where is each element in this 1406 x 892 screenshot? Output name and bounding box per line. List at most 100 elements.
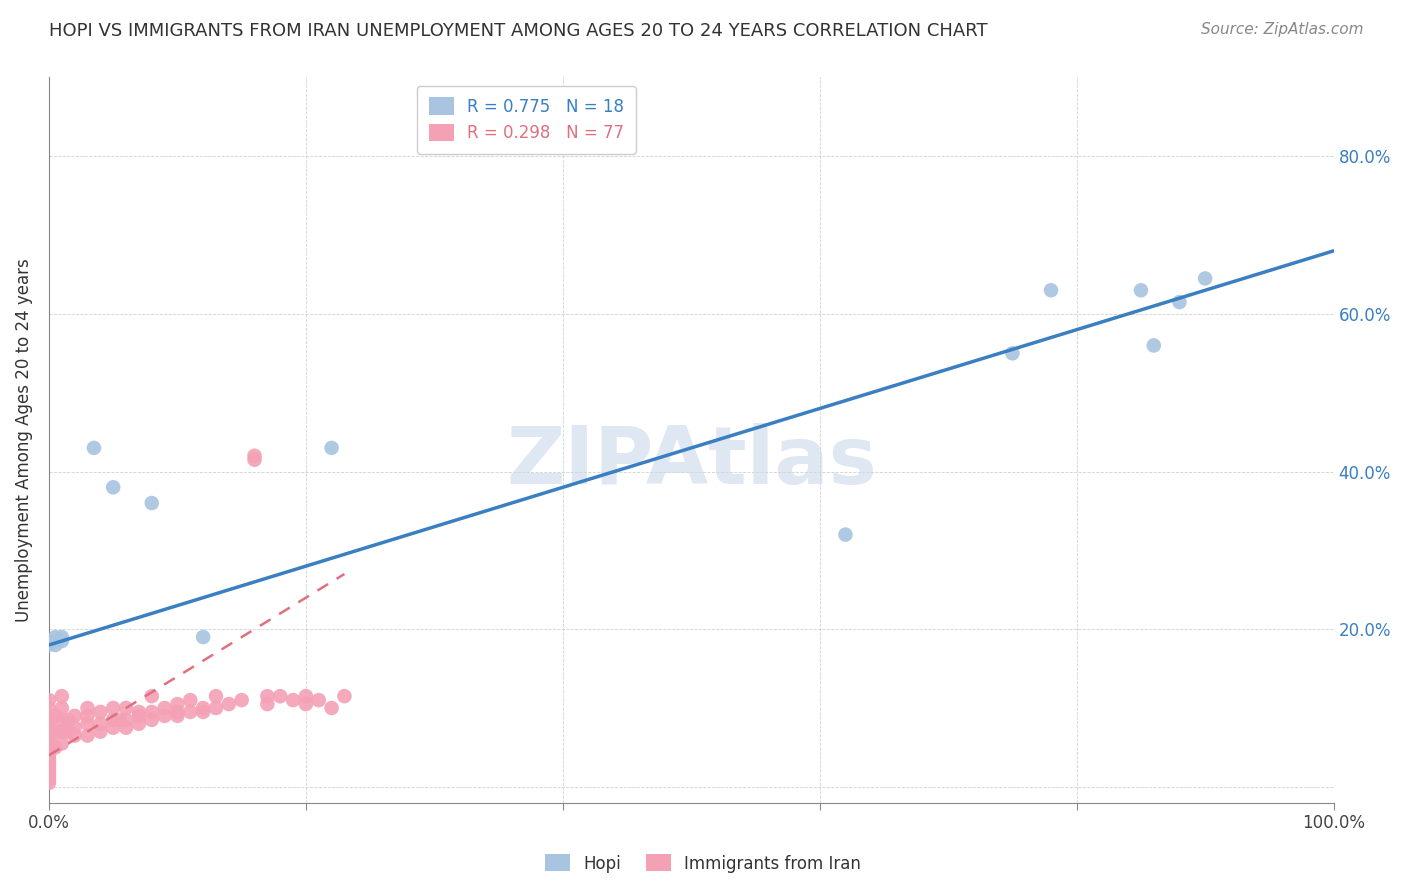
Point [108,713,131,727]
Point [103,480,125,494]
Point [281,693,304,707]
Point [38,732,60,747]
Point [243,452,266,467]
Point [83,441,105,455]
Point [103,701,125,715]
Point [58,724,80,739]
Point [333,689,356,703]
Point [1001,346,1024,360]
Point [231,693,253,707]
Point [321,701,343,715]
Point [128,716,150,731]
Point [1194,271,1216,285]
Point [44,709,66,723]
Point [179,693,201,707]
Point [191,630,214,644]
Point [308,693,330,707]
Point [103,721,125,735]
Point [38,721,60,735]
Point [76,709,98,723]
Point [38,756,60,771]
Point [38,724,60,739]
Point [38,764,60,778]
Point [128,705,150,719]
Point [141,713,163,727]
Point [141,689,163,703]
Text: Source: ZipAtlas.com: Source: ZipAtlas.com [1201,22,1364,37]
Legend: Hopi, Immigrants from Iran: Hopi, Immigrants from Iran [538,847,868,880]
Point [44,740,66,755]
Point [38,772,60,786]
Point [51,701,73,715]
Point [38,701,60,715]
Point [38,744,60,758]
Point [89,705,111,719]
Point [1143,338,1166,352]
Point [321,441,343,455]
Point [76,701,98,715]
Point [166,709,188,723]
Point [38,638,60,652]
Point [38,768,60,782]
Point [38,776,60,790]
Point [166,697,188,711]
Point [51,689,73,703]
Point [38,748,60,763]
Point [38,740,60,755]
Point [38,752,60,766]
Point [191,705,214,719]
Point [51,630,73,644]
Point [256,689,278,703]
Point [1168,295,1191,310]
Point [243,449,266,463]
Point [38,760,60,774]
Point [89,716,111,731]
Point [51,724,73,739]
Point [38,709,60,723]
Legend: R = 0.775   N = 18, R = 0.298   N = 77: R = 0.775 N = 18, R = 0.298 N = 77 [418,86,636,153]
Point [44,724,66,739]
Point [295,689,318,703]
Point [76,729,98,743]
Point [166,705,188,719]
Point [153,701,176,715]
Point [38,729,60,743]
Point [38,736,60,750]
Y-axis label: Unemployment Among Ages 20 to 24 years: Unemployment Among Ages 20 to 24 years [15,258,32,622]
Point [269,689,291,703]
Point [103,713,125,727]
Point [153,709,176,723]
Point [115,713,138,727]
Point [51,736,73,750]
Point [76,716,98,731]
Point [115,701,138,715]
Point [218,697,240,711]
Point [295,697,318,711]
Point [38,713,60,727]
Point [205,701,228,715]
Point [141,496,163,510]
Point [51,634,73,648]
Point [51,713,73,727]
Point [141,705,163,719]
Point [38,693,60,707]
Point [128,709,150,723]
Point [179,705,201,719]
Point [63,721,86,735]
Text: ZIPAtlas: ZIPAtlas [506,423,877,500]
Point [256,697,278,711]
Point [89,724,111,739]
Point [834,527,856,541]
Point [44,638,66,652]
Point [115,721,138,735]
Point [1040,283,1063,297]
Point [38,716,60,731]
Point [1129,283,1152,297]
Point [63,709,86,723]
Text: HOPI VS IMMIGRANTS FROM IRAN UNEMPLOYMENT AMONG AGES 20 TO 24 YEARS CORRELATION : HOPI VS IMMIGRANTS FROM IRAN UNEMPLOYMEN… [49,22,988,40]
Point [58,713,80,727]
Point [38,634,60,648]
Point [44,630,66,644]
Point [63,729,86,743]
Point [205,689,228,703]
